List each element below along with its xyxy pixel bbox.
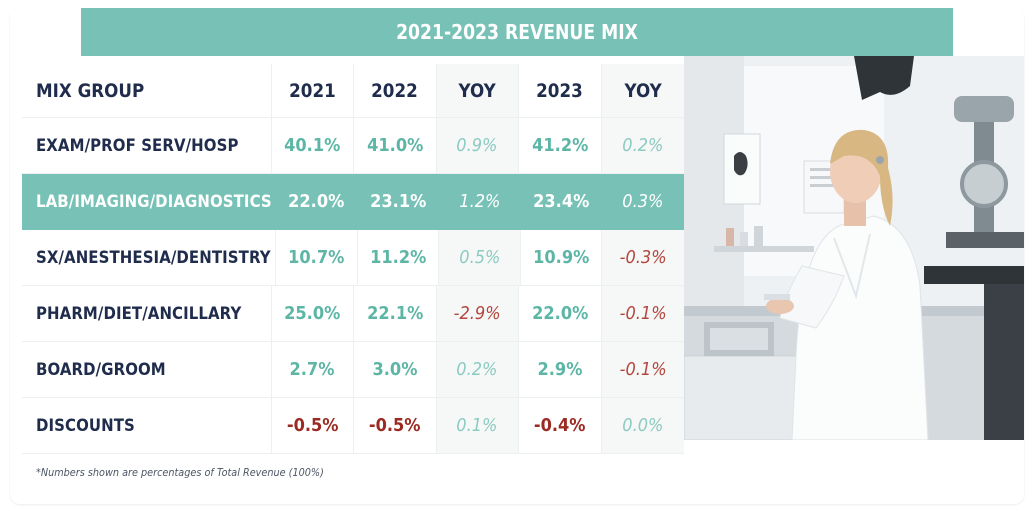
cell-2021: 2.7% — [272, 342, 355, 397]
row-label: SX/ANESTHESIA/DENTISTRY — [36, 247, 271, 268]
table-row-highlighted: LAB/IMAGING/DIAGNOSTICS 22.0% 23.1% 1.2%… — [22, 174, 684, 230]
row-label: DISCOUNTS — [36, 415, 135, 436]
cell-2021: -0.5% — [272, 398, 355, 453]
cell-yoy-1: 0.1% — [436, 398, 520, 453]
row-label-cell: DISCOUNTS — [22, 398, 272, 453]
table-row: EXAM/PROF SERV/HOSP 40.1% 41.0% 0.9% 41.… — [22, 118, 685, 174]
lab-scene-illustration — [684, 56, 1024, 440]
table-row: SX/ANESTHESIA/DENTISTRY 10.7% 11.2% 0.5%… — [22, 230, 685, 286]
row-label: BOARD/GROOM — [36, 359, 166, 380]
header-cell-2022: 2022 — [354, 64, 437, 117]
row-label-cell: EXAM/PROF SERV/HOSP — [22, 118, 272, 173]
cell-yoy-1: 0.2% — [436, 342, 520, 397]
header-cell-yoy-2: YOY — [601, 64, 685, 117]
cell-yoy-2: 0.3% — [622, 191, 664, 212]
table-header-row: MIX GROUP 2021 2022 YOY 2023 YOY — [22, 64, 685, 118]
row-label: PHARM/DIET/ANCILLARY — [36, 303, 242, 324]
table-row: BOARD/GROOM 2.7% 3.0% 0.2% 2.9% -0.1% — [22, 342, 685, 398]
cell-2023: 41.2% — [519, 118, 602, 173]
cell-yoy-2: 0.0% — [601, 398, 685, 453]
header-cell-yoy-1: YOY — [436, 64, 520, 117]
revenue-mix-table: MIX GROUP 2021 2022 YOY 2023 YOY EXAM/PR… — [22, 64, 685, 454]
revenue-mix-card: 2021-2023 REVENUE MIX MIX GROUP 2021 202… — [10, 8, 1024, 504]
cell-2022: 41.0% — [354, 118, 437, 173]
cell-yoy-1: 1.2% — [439, 174, 521, 229]
cell-2023: 10.9% — [521, 230, 603, 285]
cell-yoy-2: -0.1% — [601, 342, 685, 397]
cell-2023: 23.4% — [521, 174, 603, 229]
table-title: 2021-2023 REVENUE MIX — [396, 20, 638, 44]
cell-yoy-1: 0.5% — [439, 230, 521, 285]
row-label-cell: LAB/IMAGING/DIAGNOSTICS — [22, 174, 276, 229]
title-banner: 2021-2023 REVENUE MIX — [80, 8, 954, 56]
header-cell-2021: 2021 — [272, 64, 355, 117]
cell-2021: 10.7% — [276, 230, 358, 285]
cell-yoy-2: -0.1% — [601, 286, 685, 341]
cell-yoy-1: 0.9% — [436, 118, 520, 173]
cell-yoy-2: 0.2% — [601, 118, 685, 173]
row-label-cell: BOARD/GROOM — [22, 342, 272, 397]
header-cell-2023: 2023 — [519, 64, 602, 117]
footnote: *Numbers shown are percentages of Total … — [36, 466, 324, 479]
lab-technician-photo — [684, 56, 1024, 440]
cell-2022: 22.1% — [354, 286, 437, 341]
cell-2021: 22.0% — [276, 174, 358, 229]
cell-yoy-1: -2.9% — [436, 286, 520, 341]
cell-2021: 40.1% — [272, 118, 355, 173]
row-label-cell: SX/ANESTHESIA/DENTISTRY — [22, 230, 276, 285]
cell-yoy-2: -0.3% — [602, 230, 685, 285]
header-cell-mix-group: MIX GROUP — [22, 64, 272, 117]
table-row: DISCOUNTS -0.5% -0.5% 0.1% -0.4% 0.0% — [22, 398, 685, 454]
table-row: PHARM/DIET/ANCILLARY 25.0% 22.1% -2.9% 2… — [22, 286, 685, 342]
cell-2021: 25.0% — [272, 286, 355, 341]
row-label-cell: PHARM/DIET/ANCILLARY — [22, 286, 272, 341]
cell-2022: 11.2% — [358, 230, 440, 285]
cell-2023: 22.0% — [519, 286, 602, 341]
row-label: LAB/IMAGING/DIAGNOSTICS — [36, 191, 272, 212]
cell-2022: 23.1% — [358, 174, 440, 229]
row-label: EXAM/PROF SERV/HOSP — [36, 135, 239, 156]
cell-2022: 3.0% — [354, 342, 437, 397]
cell-2023: 2.9% — [519, 342, 602, 397]
cell-2023: -0.4% — [519, 398, 602, 453]
cell-2022: -0.5% — [354, 398, 437, 453]
